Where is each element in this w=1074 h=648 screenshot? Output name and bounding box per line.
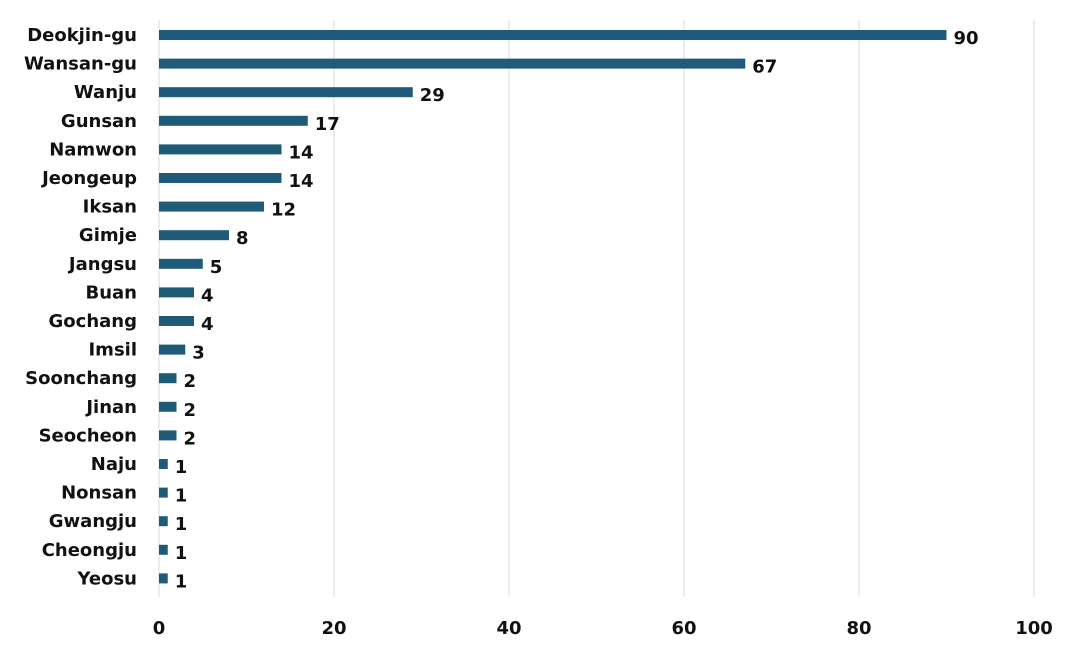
- value-label-12: 2: [184, 371, 197, 392]
- category-label-1: Wansan-gu: [24, 54, 137, 75]
- value-label-15: 1: [175, 457, 188, 478]
- value-label-1: 67: [752, 57, 777, 78]
- x-tick-label-40: 40: [496, 618, 521, 639]
- x-tick-label-20: 20: [321, 618, 346, 639]
- x-tick-labels: 0 20 40 60 80 100: [153, 618, 1053, 639]
- category-labels: Deokjin-gu Wansan-gu Wanju Gunsan Namwon Jeon…: [24, 25, 137, 589]
- x-tick-label-100: 100: [1015, 618, 1053, 639]
- x-tick-label-80: 80: [846, 618, 871, 639]
- value-label-4: 14: [289, 142, 314, 163]
- category-label-13: Jinan: [84, 397, 137, 418]
- bar-0: [159, 30, 947, 40]
- category-label-6: Iksan: [83, 197, 137, 218]
- category-label-17: Gwangju: [49, 511, 137, 532]
- value-label-13: 2: [184, 400, 197, 421]
- value-label-17: 1: [175, 514, 188, 535]
- bar-3: [159, 115, 308, 126]
- category-label-19: Yeosu: [77, 568, 137, 589]
- category-label-9: Buan: [86, 282, 138, 303]
- bar-18: [159, 544, 168, 555]
- category-label-14: Seocheon: [39, 425, 137, 446]
- category-label-15: Naju: [91, 454, 137, 475]
- category-label-5: Jeongeup: [40, 168, 137, 189]
- value-label-8: 5: [210, 257, 223, 278]
- bar-17: [159, 516, 168, 527]
- bar-15: [159, 459, 168, 469]
- category-label-12: Soonchang: [25, 368, 137, 389]
- value-label-5: 14: [289, 171, 314, 192]
- bar-19: [159, 573, 168, 584]
- category-label-18: Cheongju: [42, 540, 137, 561]
- category-label-10: Gochang: [49, 311, 137, 332]
- bar-13: [159, 401, 177, 412]
- category-label-0: Deokjin-gu: [27, 25, 137, 46]
- value-label-7: 8: [236, 228, 249, 249]
- bar-10: [159, 316, 194, 326]
- value-label-3: 17: [315, 114, 340, 135]
- bar-4: [159, 144, 282, 155]
- bar-12: [159, 373, 177, 384]
- bar-11: [159, 344, 186, 355]
- bar-5: [159, 173, 282, 183]
- value-label-16: 1: [175, 486, 188, 507]
- category-label-3: Gunsan: [61, 111, 137, 132]
- gridlines: [158, 20, 1035, 597]
- value-label-0: 90: [954, 28, 979, 49]
- value-label-19: 1: [175, 571, 188, 592]
- x-tick-label-60: 60: [671, 618, 696, 639]
- bar-2: [159, 87, 413, 98]
- category-label-7: Gimje: [79, 225, 137, 246]
- bar-8: [159, 258, 203, 269]
- category-label-11: Imsil: [88, 340, 137, 361]
- category-label-8: Jangsu: [67, 254, 137, 275]
- category-label-4: Namwon: [49, 139, 137, 160]
- category-label-2: Wanju: [74, 82, 137, 103]
- bars: [159, 30, 947, 584]
- bar-14: [159, 430, 177, 441]
- value-label-6: 12: [271, 200, 296, 221]
- value-label-14: 2: [184, 428, 197, 449]
- bar-7: [159, 230, 229, 241]
- bar-6: [159, 201, 264, 212]
- value-label-18: 1: [175, 543, 188, 564]
- bar-9: [159, 287, 194, 298]
- value-label-2: 29: [420, 85, 445, 106]
- value-label-9: 4: [201, 285, 214, 306]
- value-label-10: 4: [201, 314, 214, 335]
- category-label-16: Nonsan: [61, 483, 137, 504]
- bar-1: [159, 58, 746, 69]
- bar-16: [159, 487, 168, 498]
- value-label-11: 3: [192, 343, 205, 364]
- x-tick-label-0: 0: [153, 618, 166, 639]
